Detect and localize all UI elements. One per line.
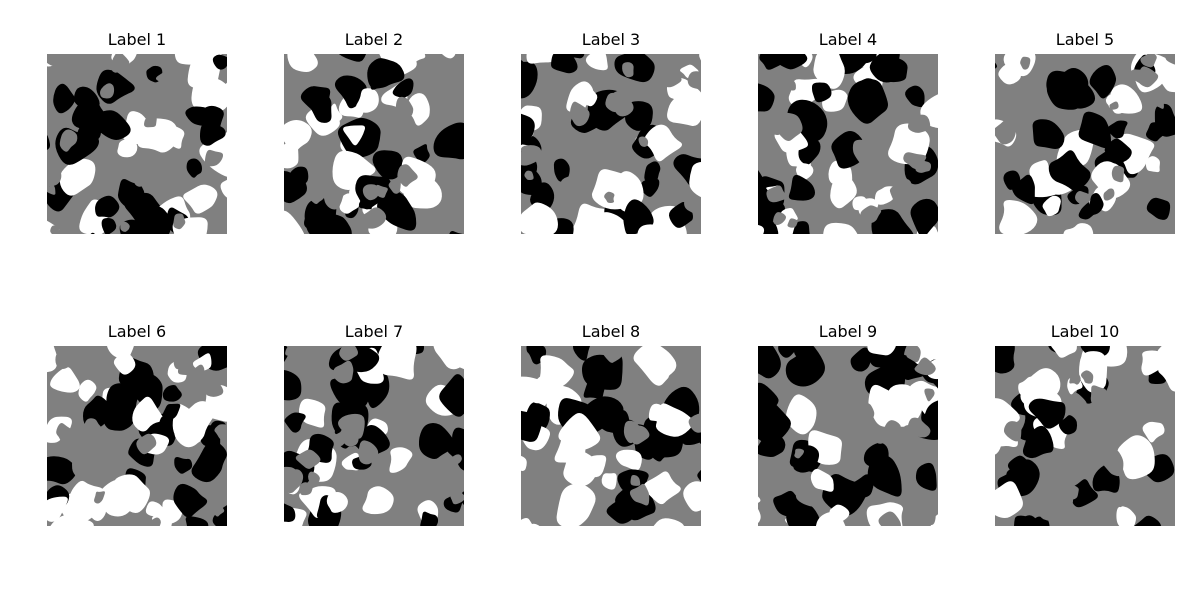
texture-image [758, 54, 938, 234]
panel-title: Label 4 [758, 30, 938, 50]
texture-image [284, 54, 464, 234]
texture-image [521, 54, 701, 234]
panel-title: Label 5 [995, 30, 1175, 50]
panel-title: Label 1 [47, 30, 227, 50]
texture-blob [1146, 156, 1160, 172]
texture-blob [995, 346, 1015, 374]
texture-image [521, 346, 701, 526]
texture-image [284, 346, 464, 526]
texture-blob [302, 73, 317, 86]
panel-title: Label 3 [521, 30, 701, 50]
panel-title: Label 2 [284, 30, 464, 50]
panel-title: Label 8 [521, 322, 701, 342]
texture-blob [1069, 373, 1080, 384]
texture-image [995, 346, 1175, 526]
texture-image [995, 54, 1175, 234]
panel-title: Label 9 [758, 322, 938, 342]
panel-title: Label 10 [995, 322, 1175, 342]
texture-blob [552, 123, 572, 134]
texture-image [758, 346, 938, 526]
texture-image [47, 54, 227, 234]
texture-image [47, 346, 227, 526]
panel-title: Label 6 [47, 322, 227, 342]
panel-title: Label 7 [284, 322, 464, 342]
